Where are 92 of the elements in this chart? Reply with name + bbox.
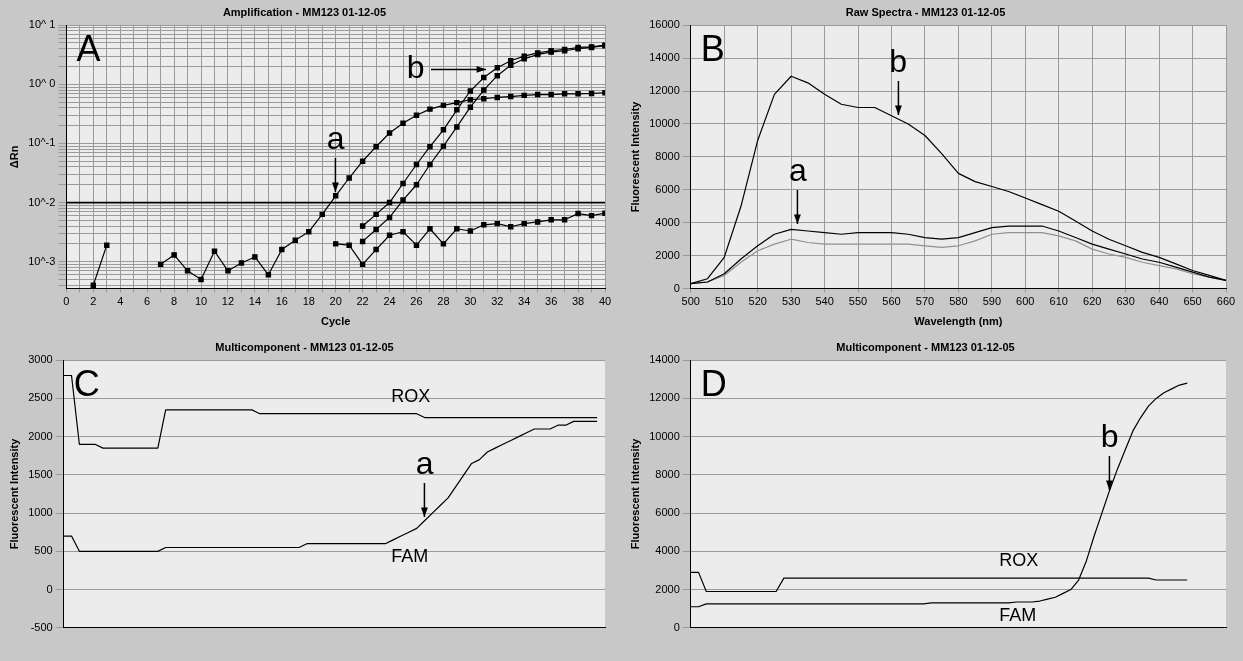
y-axis-title: Fluorescent Intensity bbox=[628, 437, 641, 550]
x-tick-label: 590 bbox=[982, 295, 1002, 308]
x-tick-label: 12 bbox=[221, 295, 235, 308]
y-tick-label: 0 bbox=[673, 620, 680, 633]
y-tick-label: 2500 bbox=[28, 391, 53, 404]
x-axis-title: Wavelength (nm) bbox=[914, 315, 1003, 328]
x-tick-label: 32 bbox=[491, 295, 504, 308]
series-label: ROX bbox=[999, 550, 1039, 571]
x-tick-label: 26 bbox=[410, 295, 423, 308]
annotation: a bbox=[788, 151, 807, 188]
series-label: FAM bbox=[391, 545, 429, 566]
y-tick-label: 14000 bbox=[649, 353, 680, 366]
y-tick-label: 10^ 0 bbox=[28, 77, 56, 90]
x-tick-label: 8 bbox=[171, 295, 178, 308]
y-tick-label: 2000 bbox=[655, 248, 680, 261]
x-tick-label: 22 bbox=[356, 295, 369, 308]
x-tick-label: 28 bbox=[437, 295, 450, 308]
x-tick-label: 630 bbox=[1116, 295, 1135, 308]
y-tick-label: 6000 bbox=[655, 182, 680, 195]
y-tick-label: 4000 bbox=[655, 215, 680, 228]
y-axis-title: Fluorescent Intensity bbox=[7, 437, 20, 550]
chart-title: Multicomponent - MM123 01-12-05 bbox=[215, 340, 394, 353]
annotation: b bbox=[889, 42, 908, 79]
y-tick-label: 10000 bbox=[649, 117, 680, 130]
y-tick-label: 12000 bbox=[649, 84, 680, 97]
y-tick-label: 8000 bbox=[655, 149, 680, 162]
x-tick-label: 0 bbox=[63, 295, 70, 308]
y-tick-label: 0 bbox=[46, 582, 53, 595]
y-tick-label: -500 bbox=[30, 620, 53, 633]
x-tick-label: 510 bbox=[715, 295, 734, 308]
y-tick-label: 6000 bbox=[655, 506, 680, 519]
y-axis-title: ΔRn bbox=[7, 145, 20, 169]
x-tick-label: 660 bbox=[1216, 295, 1236, 308]
y-tick-label: 10^ 1 bbox=[28, 18, 56, 31]
y-tick-label: 12000 bbox=[649, 391, 680, 404]
y-tick-label: 10^-2 bbox=[28, 195, 56, 208]
x-axis-title: Cycle bbox=[321, 315, 351, 328]
series-label: FAM bbox=[999, 604, 1037, 625]
x-tick-label: 34 bbox=[518, 295, 531, 308]
x-tick-label: 500 bbox=[681, 295, 700, 308]
chart-title: Amplification - MM123 01-12-05 bbox=[222, 5, 387, 18]
x-tick-label: 24 bbox=[383, 295, 396, 308]
x-tick-label: 38 bbox=[571, 295, 585, 308]
y-tick-label: 14000 bbox=[649, 51, 680, 64]
y-tick-label: 1000 bbox=[28, 506, 53, 519]
x-tick-label: 640 bbox=[1149, 295, 1169, 308]
y-tick-label: 2000 bbox=[28, 429, 53, 442]
annotation: b bbox=[1100, 417, 1119, 454]
y-tick-label: 0 bbox=[673, 281, 680, 294]
y-tick-label: 8000 bbox=[655, 467, 680, 480]
x-tick-label: 36 bbox=[545, 295, 558, 308]
y-tick-label: 3000 bbox=[28, 353, 53, 366]
y-tick-label: 10^-3 bbox=[28, 254, 56, 267]
annotation: D bbox=[700, 363, 727, 405]
x-tick-label: 18 bbox=[302, 295, 315, 308]
x-tick-label: 580 bbox=[949, 295, 968, 308]
annotation: B bbox=[700, 28, 725, 70]
x-tick-label: 2 bbox=[90, 295, 97, 308]
x-tick-label: 6 bbox=[144, 295, 151, 308]
y-axis-title: Fluorescent Intensity bbox=[628, 100, 641, 213]
x-tick-label: 620 bbox=[1083, 295, 1102, 308]
x-tick-label: 610 bbox=[1049, 295, 1068, 308]
annotation: A bbox=[76, 28, 101, 70]
x-tick-label: 650 bbox=[1183, 295, 1202, 308]
annotation: C bbox=[73, 363, 100, 405]
y-tick-label: 1500 bbox=[28, 467, 53, 480]
x-tick-label: 530 bbox=[781, 295, 801, 308]
x-tick-label: 20 bbox=[329, 295, 342, 308]
annotation: b bbox=[406, 49, 425, 86]
x-tick-label: 16 bbox=[275, 295, 288, 308]
x-tick-label: 550 bbox=[848, 295, 868, 308]
x-tick-label: 600 bbox=[1016, 295, 1035, 308]
y-tick-label: 10^-1 bbox=[28, 136, 56, 149]
x-tick-label: 540 bbox=[815, 295, 834, 308]
x-tick-label: 570 bbox=[915, 295, 935, 308]
x-tick-label: 520 bbox=[748, 295, 767, 308]
chart-title: Multicomponent - MM123 01-12-05 bbox=[836, 340, 1015, 353]
y-tick-label: 10000 bbox=[649, 429, 680, 442]
annotation: a bbox=[415, 444, 434, 481]
y-tick-label: 4000 bbox=[655, 544, 680, 557]
annotation: a bbox=[326, 119, 345, 156]
y-tick-label: 500 bbox=[34, 544, 53, 557]
x-tick-label: 560 bbox=[882, 295, 901, 308]
chart-title: Raw Spectra - MM123 01-12-05 bbox=[845, 5, 1006, 18]
y-tick-label: 2000 bbox=[655, 582, 680, 595]
x-tick-label: 10 bbox=[194, 295, 208, 308]
x-tick-label: 4 bbox=[117, 295, 124, 308]
y-tick-label: 16000 bbox=[649, 18, 680, 31]
series-label: ROX bbox=[391, 385, 431, 406]
x-tick-label: 40 bbox=[598, 295, 612, 308]
x-tick-label: 14 bbox=[248, 295, 262, 308]
x-tick-label: 30 bbox=[464, 295, 477, 308]
